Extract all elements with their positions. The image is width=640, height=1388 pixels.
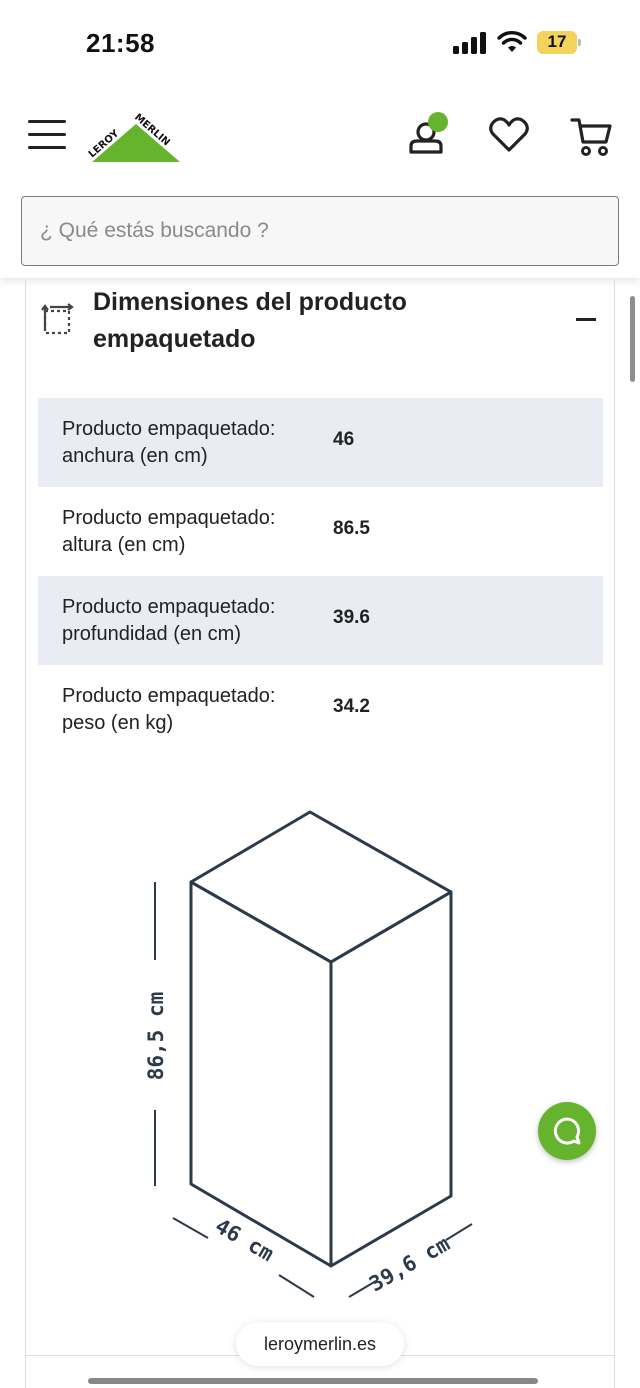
row-value: 34.2 (333, 696, 370, 717)
box-left-face (189, 880, 333, 1268)
status-time: 21:58 (86, 28, 155, 58)
box-right-face (329, 890, 453, 1268)
battery-level: 17 (547, 32, 567, 51)
box-top-face (189, 810, 453, 964)
browser-url-bar[interactable]: leroymerlin.es (236, 1322, 404, 1366)
home-indicator[interactable] (88, 1378, 538, 1384)
cart-icon[interactable] (570, 116, 614, 158)
wishlist-icon[interactable] (488, 116, 530, 154)
table-row: Producto empaquetado: altura (en cm) 86.… (38, 487, 603, 576)
row-label: Producto empaquetado: altura (en cm) (62, 507, 276, 556)
status-bar: 21:58 17 (0, 0, 640, 88)
leroy-merlin-logo[interactable]: LEROY MERLIN (84, 104, 184, 166)
table-row: Producto empaquetado: peso (en kg) 34.2 (38, 665, 603, 754)
row-value: 39.6 (333, 607, 370, 628)
row-label: Producto empaquetado: peso (en kg) (62, 685, 276, 734)
product-dimensions-card: Dimensiones del producto empaquetado Pro… (25, 280, 615, 1388)
width-dimension-line (172, 1217, 209, 1239)
search-input[interactable] (21, 196, 619, 266)
section-title: Dimensiones del producto empaquetado (93, 288, 407, 353)
depth-label: 39,6 cm (365, 1231, 454, 1296)
dimensions-table: Producto empaquetado: anchura (en cm) 46… (38, 398, 603, 754)
row-value: 46 (333, 429, 355, 450)
height-label: 86,5 cm (146, 992, 168, 1081)
scrollbar[interactable] (630, 296, 635, 382)
width-dimension-line (278, 1274, 315, 1298)
table-row: Producto empaquetado: profundidad (en cm… (38, 576, 603, 665)
depth-dimension-line (445, 1223, 473, 1241)
chat-button[interactable] (538, 1102, 596, 1160)
chat-bubble-icon (553, 1117, 581, 1145)
row-label: Producto empaquetado: anchura (en cm) (62, 418, 276, 467)
site-header: LEROY MERLIN (0, 88, 640, 278)
table-row: Producto empaquetado: anchura (en cm) 46 (38, 398, 603, 487)
signal-icon (453, 32, 489, 54)
row-label: Producto empaquetado: profundidad (en cm… (62, 596, 276, 645)
menu-icon[interactable] (28, 120, 66, 150)
row-value: 86.5 (333, 518, 370, 539)
depth-dimension-line (348, 1280, 377, 1298)
collapse-minus-icon[interactable] (576, 318, 596, 321)
width-label: 46 cm (211, 1214, 278, 1266)
battery-icon: 17 (537, 31, 581, 54)
package-diagram: 86,5 cm 46 cm 39,6 cm (146, 810, 473, 1298)
wifi-icon (497, 31, 527, 52)
dimensions-icon (41, 303, 74, 335)
account-icon[interactable] (406, 110, 452, 158)
